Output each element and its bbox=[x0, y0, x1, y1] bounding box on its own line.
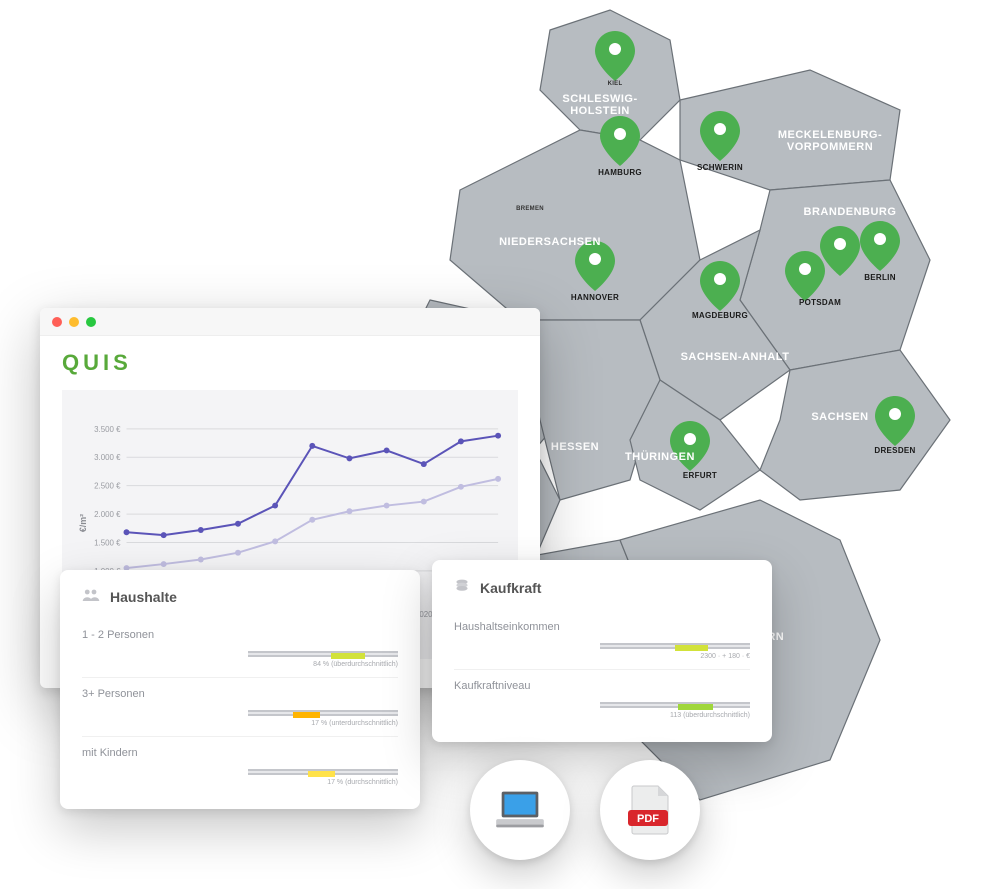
people-icon bbox=[82, 588, 100, 605]
kaufkraft-card: Kaufkraft Haushaltseinkommen 2300 · + 180… bbox=[432, 560, 772, 742]
svg-text:BRANDENBURG: BRANDENBURG bbox=[804, 206, 897, 218]
svg-text:MECKELENBURG-: MECKELENBURG- bbox=[778, 129, 882, 141]
svg-text:HESSEN: HESSEN bbox=[551, 441, 599, 453]
window-titlebar bbox=[40, 308, 540, 336]
metric-row: Kaufkraftniveau 113 (überdurchschnittlich… bbox=[454, 670, 750, 728]
city-erfurt: ERFURT bbox=[683, 471, 717, 480]
svg-text:THÜRINGEN: THÜRINGEN bbox=[625, 450, 695, 463]
kaufkraft-title: Kaufkraft bbox=[480, 580, 541, 596]
laptop-icon bbox=[492, 788, 548, 832]
city-hamburg: HAMBURG bbox=[598, 168, 642, 177]
svg-text:3.500 €: 3.500 € bbox=[94, 425, 121, 434]
min-dot[interactable] bbox=[69, 317, 79, 327]
svg-text:VORPOMMERN: VORPOMMERN bbox=[787, 141, 873, 153]
city-berlin: BERLIN bbox=[864, 273, 896, 282]
coins-icon bbox=[454, 578, 470, 597]
metric-row: mit Kindern 17 % (durchschnittlich) bbox=[82, 737, 398, 795]
metric-caption: 17 % (unterdurchschnittlich) bbox=[311, 720, 398, 727]
brand: QUIS bbox=[40, 336, 540, 382]
pdf-button[interactable]: PDF bbox=[600, 760, 700, 860]
metric-bar bbox=[248, 651, 398, 657]
svg-text:NIEDERSACHSEN: NIEDERSACHSEN bbox=[499, 236, 601, 248]
metric-bar bbox=[600, 643, 750, 649]
metric-caption: 113 (überdurchschnittlich) bbox=[670, 712, 750, 719]
metric-caption: 2300 · + 180 · € bbox=[700, 653, 750, 660]
city-dresden: DRESDEN bbox=[874, 446, 915, 455]
city-bremen: BREMEN bbox=[516, 206, 544, 212]
close-dot[interactable] bbox=[52, 317, 62, 327]
metric-label: Kaufkraftniveau bbox=[454, 680, 750, 692]
metric-label: Haushaltseinkommen bbox=[454, 621, 750, 633]
metric-label: 1 - 2 Personen bbox=[82, 629, 398, 641]
metric-caption: 84 % (überdurchschnittlich) bbox=[313, 661, 398, 668]
svg-text:HOLSTEIN: HOLSTEIN bbox=[570, 105, 630, 117]
metric-row: 3+ Personen 17 % (unterdurchschnittlich) bbox=[82, 678, 398, 737]
city-schwerin: SCHWERIN bbox=[697, 163, 743, 172]
metric-label: mit Kindern bbox=[82, 747, 398, 759]
metric-bar bbox=[248, 769, 398, 775]
metric-row: Haushaltseinkommen 2300 · + 180 · € bbox=[454, 611, 750, 670]
svg-text:SACHSEN-ANHALT: SACHSEN-ANHALT bbox=[681, 351, 790, 363]
svg-text:SACHSEN: SACHSEN bbox=[811, 411, 868, 423]
households-card: Haushalte 1 - 2 Personen 84 % (überdurchs… bbox=[60, 570, 420, 809]
metric-label: 3+ Personen bbox=[82, 688, 398, 700]
city-magdeburg: MAGDEBURG bbox=[692, 311, 748, 320]
city-potsdam: POTSDAM bbox=[799, 298, 841, 307]
pdf-icon: PDF bbox=[626, 784, 674, 836]
svg-text:SCHLESWIG-: SCHLESWIG- bbox=[562, 93, 637, 105]
metric-bar bbox=[600, 702, 750, 708]
svg-text:3.000 €: 3.000 € bbox=[94, 453, 121, 462]
svg-text:2.000 €: 2.000 € bbox=[94, 510, 121, 519]
metric-caption: 17 % (durchschnittlich) bbox=[327, 779, 398, 786]
svg-text:PDF: PDF bbox=[637, 813, 659, 825]
svg-text:€/m²: €/m² bbox=[78, 514, 88, 532]
svg-text:KIEL: KIEL bbox=[608, 81, 623, 87]
city-hannover: HANNOVER bbox=[571, 293, 619, 302]
svg-text:1.500 €: 1.500 € bbox=[94, 538, 121, 547]
max-dot[interactable] bbox=[86, 317, 96, 327]
metric-row: 1 - 2 Personen 84 % (überdurchschnittlich… bbox=[82, 619, 398, 678]
svg-text:2.500 €: 2.500 € bbox=[94, 482, 121, 491]
households-title: Haushalte bbox=[110, 589, 177, 605]
laptop-button[interactable] bbox=[470, 760, 570, 860]
metric-bar bbox=[248, 710, 398, 716]
